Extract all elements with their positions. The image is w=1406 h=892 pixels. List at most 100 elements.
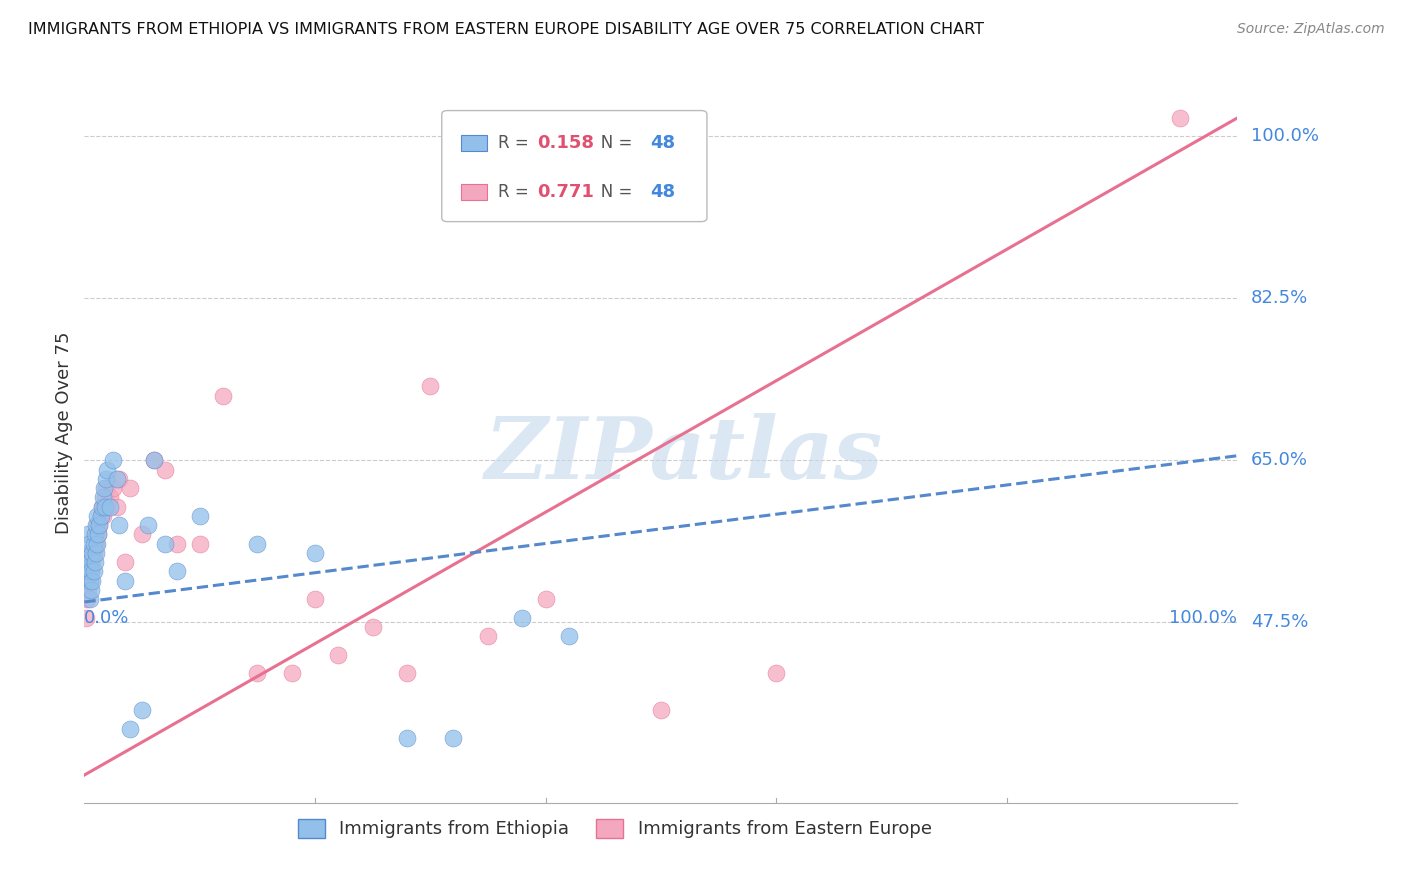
Point <box>79 555 101 569</box>
Point <box>304 592 326 607</box>
Point <box>89 508 111 523</box>
Point <box>90 500 112 514</box>
Point <box>103 453 124 467</box>
Point <box>90 500 112 514</box>
Point <box>83 527 105 541</box>
Point <box>80 565 103 579</box>
Point <box>86 536 108 550</box>
Text: R =: R = <box>498 183 534 201</box>
Point <box>304 546 326 560</box>
Point <box>86 508 108 523</box>
FancyBboxPatch shape <box>461 184 486 200</box>
Point <box>1168 111 1191 125</box>
Point <box>103 481 124 495</box>
Point <box>211 389 233 403</box>
Text: 82.5%: 82.5% <box>1251 289 1309 308</box>
Point <box>166 536 188 550</box>
Point <box>96 462 118 476</box>
Point <box>77 565 100 579</box>
Point <box>94 491 117 505</box>
Point <box>82 574 104 588</box>
Point <box>79 574 101 588</box>
Point <box>136 518 159 533</box>
Point <box>188 508 211 523</box>
Point <box>246 666 269 681</box>
Point <box>80 546 103 560</box>
Text: R =: R = <box>498 135 534 153</box>
Point <box>87 527 110 541</box>
Point <box>83 546 105 560</box>
Point <box>96 472 118 486</box>
Point <box>93 481 115 495</box>
Point <box>89 518 111 533</box>
Point <box>80 565 103 579</box>
Text: 65.0%: 65.0% <box>1251 451 1308 469</box>
FancyBboxPatch shape <box>441 111 707 221</box>
Text: 48: 48 <box>651 183 675 201</box>
Point <box>98 491 121 505</box>
Point <box>120 722 142 736</box>
Point <box>96 481 118 495</box>
Point <box>534 592 557 607</box>
Point <box>87 527 110 541</box>
Text: N =: N = <box>585 183 637 201</box>
Point <box>83 536 105 550</box>
Point <box>188 536 211 550</box>
Point <box>650 703 672 717</box>
Point <box>83 565 105 579</box>
Point <box>89 518 111 533</box>
Point <box>86 518 108 533</box>
Text: N =: N = <box>585 135 637 153</box>
Point <box>105 472 128 486</box>
Point <box>83 555 105 569</box>
Point <box>76 546 98 560</box>
Point <box>75 611 97 625</box>
Point <box>79 555 101 569</box>
Point <box>76 592 98 607</box>
Point <box>93 500 115 514</box>
Point <box>82 555 104 569</box>
Y-axis label: Disability Age Over 75: Disability Age Over 75 <box>55 331 73 534</box>
Point <box>91 508 114 523</box>
Point <box>396 666 419 681</box>
Point <box>77 565 100 579</box>
Point <box>91 491 114 505</box>
Text: IMMIGRANTS FROM ETHIOPIA VS IMMIGRANTS FROM EASTERN EUROPE DISABILITY AGE OVER 7: IMMIGRANTS FROM ETHIOPIA VS IMMIGRANTS F… <box>28 22 984 37</box>
Point <box>80 582 103 597</box>
Point <box>79 592 101 607</box>
Point <box>83 536 105 550</box>
Point <box>76 574 98 588</box>
Text: 48: 48 <box>651 135 675 153</box>
Point <box>96 500 118 514</box>
Point <box>79 574 101 588</box>
Point <box>361 620 384 634</box>
Point <box>281 666 304 681</box>
Text: 100.0%: 100.0% <box>1251 128 1319 145</box>
Point <box>153 536 176 550</box>
Text: Source: ZipAtlas.com: Source: ZipAtlas.com <box>1237 22 1385 37</box>
Point <box>142 453 165 467</box>
Point <box>84 536 107 550</box>
Point <box>131 527 153 541</box>
Point <box>131 703 153 717</box>
Point <box>120 481 142 495</box>
FancyBboxPatch shape <box>461 136 486 152</box>
Point <box>153 462 176 476</box>
Point <box>557 629 579 643</box>
Point <box>84 546 107 560</box>
Point <box>441 731 464 745</box>
Point <box>76 527 98 541</box>
Text: 47.5%: 47.5% <box>1251 614 1309 632</box>
Point <box>76 555 98 569</box>
Text: 0.0%: 0.0% <box>84 609 129 627</box>
Point <box>396 731 419 745</box>
Point <box>512 611 534 625</box>
Point <box>166 565 188 579</box>
Text: 0.771: 0.771 <box>537 183 595 201</box>
Point <box>108 518 131 533</box>
Point <box>76 582 98 597</box>
Text: 0.158: 0.158 <box>537 135 595 153</box>
Point <box>82 546 104 560</box>
Point <box>246 536 269 550</box>
Point <box>114 555 136 569</box>
